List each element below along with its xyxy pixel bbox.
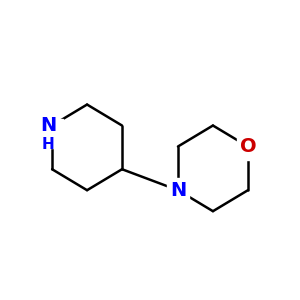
Text: N: N [170,181,186,200]
Bar [237,135,259,160]
Bar [167,178,189,203]
Text: N: N [40,116,56,135]
Bar [33,118,63,148]
Text: O: O [240,137,256,156]
Text: H: H [41,137,54,152]
